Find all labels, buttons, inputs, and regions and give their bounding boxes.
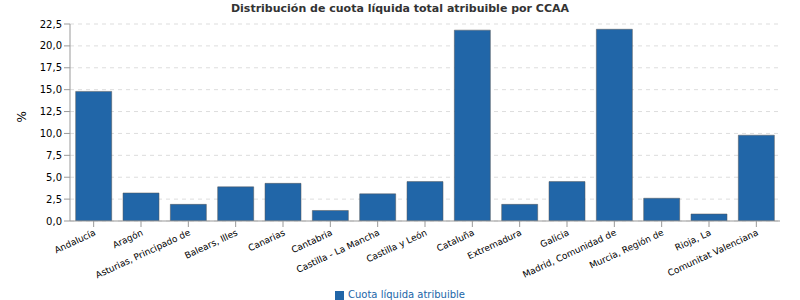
svg-text:Madrid, Comunidad de: Madrid, Comunidad de (521, 227, 618, 280)
html-text:Cuota líquida atribuible: Cuota líquida atribuible (348, 289, 465, 300)
html-text:Distribución de cuota líquida: Distribución de cuota líquida total atri… (231, 2, 569, 15)
svg-text:2,5: 2,5 (46, 194, 62, 205)
svg-text:5,0: 5,0 (46, 172, 62, 183)
svg-text:Aragón: Aragón (111, 228, 144, 251)
svg-text:7,5: 7,5 (46, 150, 62, 161)
svg-text:Extremadura: Extremadura (466, 228, 523, 262)
svg-text:Cantabria: Cantabria (289, 227, 334, 256)
svg-text:20,0: 20,0 (40, 40, 62, 51)
svg-text:%: % (15, 111, 29, 122)
svg-text:Canarias: Canarias (247, 227, 287, 253)
svg-text:10,0: 10,0 (40, 128, 62, 139)
svg-text:12,5: 12,5 (40, 106, 62, 117)
svg-text:Rioja, La: Rioja, La (673, 228, 712, 253)
svg-text:17,5: 17,5 (40, 62, 62, 73)
svg-text:15,0: 15,0 (40, 84, 62, 95)
svg-text:Asturias, Principado de: Asturias, Principado de (94, 227, 192, 280)
svg-text:Andalucía: Andalucía (53, 228, 97, 256)
svg-text:0,0: 0,0 (46, 216, 62, 227)
svg-text:Balears, Illes: Balears, Illes (183, 227, 239, 260)
svg-text:Cataluña: Cataluña (435, 227, 476, 254)
svg-text:Castilla - La Mancha: Castilla - La Mancha (295, 228, 381, 275)
svg-text:Galicia: Galicia (539, 228, 571, 250)
svg-text:Murcia, Región de: Murcia, Región de (588, 227, 666, 270)
svg-text:22,5: 22,5 (40, 19, 62, 30)
svg-text:Castilla y León: Castilla y León (365, 228, 429, 265)
svg-text:Comunitat Valenciana: Comunitat Valenciana (666, 228, 760, 279)
